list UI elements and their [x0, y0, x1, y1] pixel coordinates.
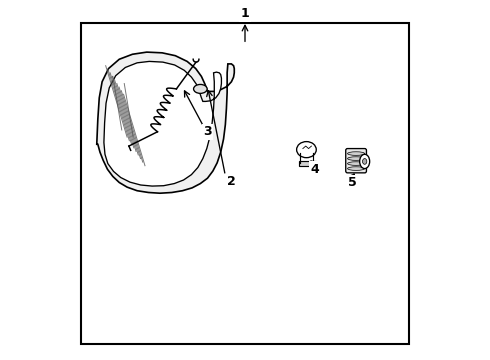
Text: 5: 5	[348, 176, 357, 189]
Ellipse shape	[360, 154, 369, 168]
FancyBboxPatch shape	[298, 161, 316, 166]
Ellipse shape	[194, 85, 207, 93]
Ellipse shape	[347, 157, 365, 160]
Text: 1: 1	[241, 8, 249, 21]
Text: 3: 3	[203, 125, 212, 138]
Text: 2: 2	[227, 175, 236, 188]
Ellipse shape	[296, 141, 316, 158]
PathPatch shape	[97, 52, 234, 193]
Text: 4: 4	[310, 163, 319, 176]
Ellipse shape	[347, 152, 365, 156]
Ellipse shape	[347, 162, 365, 165]
Ellipse shape	[347, 167, 365, 170]
FancyBboxPatch shape	[81, 23, 409, 344]
PathPatch shape	[104, 62, 221, 186]
FancyBboxPatch shape	[346, 149, 367, 173]
Ellipse shape	[363, 158, 367, 164]
